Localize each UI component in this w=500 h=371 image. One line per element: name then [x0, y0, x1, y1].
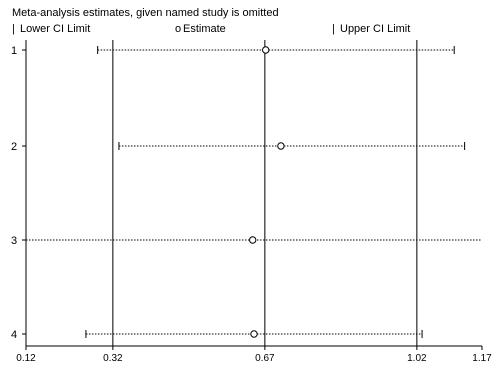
legend-upper-label: Upper CI Limit — [340, 23, 410, 35]
estimate-point-3 — [250, 330, 258, 338]
estimate-point-0 — [262, 46, 270, 54]
legend-upper-symbol: | — [332, 23, 335, 35]
chart-title: Meta-analysis estimates, given named stu… — [12, 7, 279, 19]
study-label-0: 1 — [11, 45, 17, 57]
x-tick-label-1: 0.32 — [103, 353, 123, 364]
study-label-3: 4 — [11, 329, 17, 341]
legend-estimate-symbol: o — [175, 23, 181, 35]
x-tick-label-2: 0.67 — [255, 353, 275, 364]
legend-lower-symbol: | — [12, 23, 15, 35]
x-tick-label-4: 1.17 — [472, 353, 492, 364]
x-tick-label-3: 1.02 — [407, 353, 427, 364]
plot-area: 0.12 0.32 0.67 1.02 1.17 1 2 3 4 — [11, 40, 492, 364]
study-label-2: 3 — [11, 235, 17, 247]
legend-lower-label: Lower CI Limit — [20, 23, 90, 35]
estimate-point-1 — [277, 142, 285, 150]
legend: | Lower CI Limit o Estimate | Upper CI L… — [12, 23, 410, 35]
x-tick-label-0: 0.12 — [16, 353, 36, 364]
estimate-point-2 — [248, 236, 257, 244]
study-label-1: 2 — [11, 141, 17, 153]
legend-estimate-label: Estimate — [183, 23, 226, 35]
